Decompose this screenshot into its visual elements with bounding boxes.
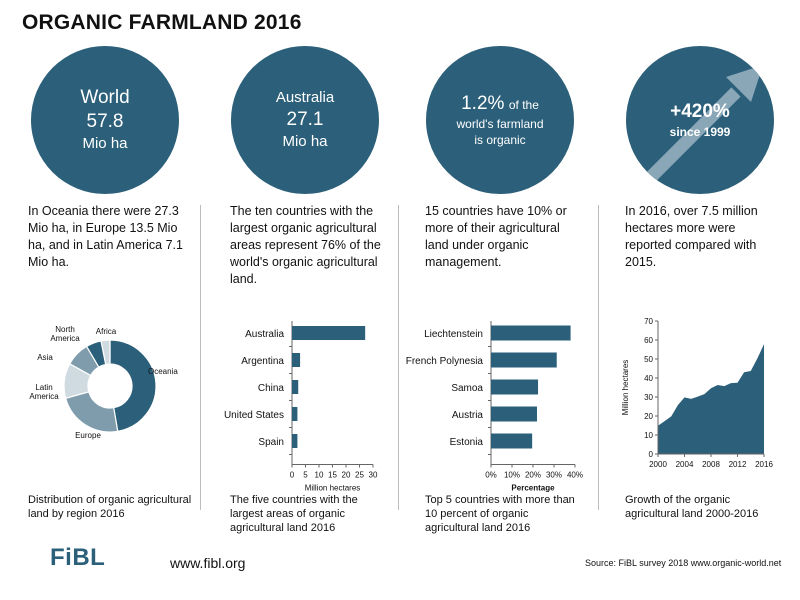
world-unit: Mio ha	[82, 135, 128, 152]
bar-united-states	[292, 407, 298, 421]
bar-french-polynesia	[491, 352, 557, 368]
x-tick-label: 10	[315, 471, 324, 480]
x-tick-label: 20	[342, 471, 351, 480]
donut-label: North America	[50, 325, 80, 343]
world-stat-circle: World 57.8 Mio ha	[31, 46, 179, 194]
category-label: Austria	[452, 410, 484, 421]
website-link[interactable]: www.fibl.org	[170, 555, 246, 571]
bar-spain	[292, 434, 298, 448]
y-tick-label: 60	[644, 336, 653, 345]
x-tick-label: 30	[369, 471, 378, 480]
column-divider	[598, 205, 599, 510]
column-divider	[398, 205, 399, 510]
donut-slice-oceania	[109, 339, 157, 433]
category-label: Argentina	[241, 356, 284, 367]
y-tick-label: 30	[644, 393, 653, 402]
bar-samoa	[491, 379, 539, 395]
share-line2: world's farmland	[456, 117, 544, 131]
growth-area-chart: 0 10 20 30 40 50 60 70 2000 2004 2008 2012 2016 Milli…	[621, 317, 773, 469]
x-tick-label: 25	[355, 471, 364, 480]
y-axis-label: Million hectares	[621, 360, 630, 416]
share-rest: of the	[508, 98, 539, 112]
source-note: Source: FiBL survey 2018 www.organic-wor…	[585, 558, 782, 568]
column-divider	[200, 205, 201, 510]
growth-area	[658, 344, 764, 454]
category-label: China	[258, 383, 285, 394]
x-axis-label: Million hectares	[305, 484, 361, 493]
australia-unit: Mio ha	[282, 133, 328, 150]
world-value: 57.8	[86, 111, 124, 132]
x-tick-label: 2008	[702, 460, 720, 469]
donut-label: Europe	[75, 431, 101, 440]
australia-value: 27.1	[286, 109, 324, 130]
donut-label: Asia	[37, 353, 53, 362]
top-countries-bar-chart: Australia Argentina China United States Spai…	[224, 321, 378, 493]
x-tick-label: 2004	[676, 460, 694, 469]
bar-australia	[292, 326, 366, 340]
y-tick-label: 10	[644, 431, 653, 440]
oceania-paragraph: In Oceania there were 27.3 Mio ha, in Eu…	[28, 204, 183, 269]
x-tick-label: 30%	[546, 471, 562, 480]
donut-label: Oceania	[148, 367, 178, 376]
category-label: Spain	[258, 437, 284, 448]
donut-slice-africa	[100, 339, 111, 366]
category-label: French Polynesia	[406, 356, 484, 367]
x-tick-label: 2016	[755, 460, 773, 469]
x-tick-label: 0	[290, 471, 295, 480]
top-ten-paragraph: The ten countries with the largest organ…	[230, 204, 381, 286]
growth-since: since 1999	[669, 125, 731, 139]
share-percent: 1.2%	[461, 93, 505, 114]
y-tick-label: 20	[644, 412, 653, 421]
x-tick-label: 5	[303, 471, 308, 480]
x-axis-label: Percentage	[511, 484, 555, 493]
x-tick-label: 10%	[504, 471, 520, 480]
growth-caption: Growth of the organic agricultural land …	[625, 494, 759, 520]
share-paragraph: 15 countries have 10% or more of their a…	[425, 204, 567, 269]
australia-label: Australia	[275, 89, 335, 106]
growth-paragraph: In 2016, over 7.5 million hectares more …	[625, 204, 758, 269]
category-label: Samoa	[451, 383, 483, 394]
world-label: World	[80, 87, 130, 108]
x-tick-label: 20%	[525, 471, 541, 480]
donut-caption: Distribution of organic agricultural lan…	[28, 494, 192, 520]
x-tick-label: 2012	[729, 460, 747, 469]
australia-stat-circle: Australia 27.1 Mio ha	[231, 46, 379, 194]
x-tick-label: 0%	[485, 471, 497, 480]
page-title: ORGANIC FARMLAND 2016	[22, 11, 302, 34]
x-tick-label: 40%	[567, 471, 583, 480]
donut-label: Africa	[96, 327, 117, 336]
category-label: Liechtenstein	[424, 329, 483, 340]
fibl-logo: FiBL	[50, 544, 106, 571]
share-caption: Top 5 countries with more than 10 percen…	[425, 494, 575, 534]
y-tick-label: 40	[644, 374, 653, 383]
category-label: Estonia	[450, 437, 484, 448]
countries-caption: The five countries with the largest area…	[230, 494, 358, 534]
share-stat-circle: 1.2% of the world's farmland is organic	[426, 46, 574, 194]
growth-stat-circle: +420% since 1999	[626, 46, 774, 194]
top-share-bar-chart: Liechtenstein French Polynesia Samoa Austri…	[406, 321, 583, 493]
x-tick-label: 15	[328, 471, 337, 480]
growth-arrow-icon	[639, 65, 763, 189]
y-tick-label: 0	[649, 450, 654, 459]
x-tick-label: 2000	[649, 460, 667, 469]
bar-austria	[491, 406, 537, 422]
bar-liechtenstein	[491, 325, 571, 341]
y-tick-label: 50	[644, 355, 653, 364]
y-tick-label: 70	[644, 317, 653, 326]
category-label: United States	[224, 410, 284, 421]
bar-estonia	[491, 433, 533, 449]
share-line3: is organic	[474, 133, 526, 147]
donut-label: Latin America	[29, 383, 59, 401]
bar-china	[292, 380, 299, 394]
bar-argentina	[292, 353, 301, 367]
growth-value: +420%	[670, 101, 730, 122]
region-donut-chart: Oceania Europe Latin America Asia North Americ…	[29, 325, 178, 440]
donut-slice-europe	[64, 391, 119, 433]
category-label: Australia	[245, 329, 284, 340]
